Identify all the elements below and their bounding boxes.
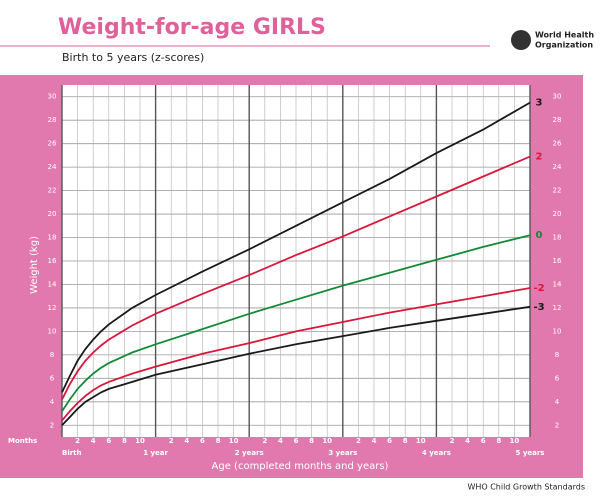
x-tick-label: 10 [135,437,145,445]
x-tick-label: 8 [122,437,127,445]
y-tick-label: 8 [555,351,559,359]
y-tick-label: 6 [50,374,55,382]
y-tick-label: 18 [553,234,562,242]
year-tick-label: 4 years [422,449,451,457]
year-tick-label: 2 years [235,449,264,457]
y-tick-label: 4 [555,398,560,406]
y-tick-label: 12 [48,304,57,312]
x-tick-label: 4 [278,437,283,445]
x-tick-label: 6 [387,437,392,445]
year-tick-label: Birth [62,449,82,457]
y-tick-label: 28 [553,116,562,124]
year-tick-label: 1 year [143,449,168,457]
x-tick-label: 6 [106,437,111,445]
chart-subtitle: Birth to 5 years (z-scores) [62,51,204,64]
line-label: -2 [533,283,544,294]
z-score-line [61,155,531,400]
x-tick-label: 2 [75,437,80,445]
x-tick-label: 4 [184,437,189,445]
y-tick-label: 14 [48,280,57,288]
x-tick-label: 6 [200,437,205,445]
y-tick-label: 22 [48,187,57,195]
x-tick-label: 8 [403,437,408,445]
logo-emblem [511,30,531,50]
y-tick-label: 28 [48,116,57,124]
z-score-line [61,287,531,422]
months-label: Months [8,437,37,445]
z-score-line [61,305,531,426]
y-tick-label: 8 [50,351,54,359]
x-tick-label: 10 [416,437,426,445]
x-tick-label: 4 [465,437,470,445]
x-tick-label: 6 [294,437,299,445]
logo-text: World Health [535,31,594,40]
year-tick-label: 3 years [328,449,357,457]
x-tick-label: 2 [356,437,361,445]
line-label: 3 [536,98,543,109]
y-tick-label: 26 [553,140,562,148]
x-tick-label: 10 [229,437,239,445]
y-tick-label: 2 [555,421,559,429]
x-tick-label: 10 [322,437,332,445]
line-label: 0 [536,230,543,241]
logo-text: Organization [535,41,593,50]
y-tick-label: 6 [555,374,560,382]
y-tick-label: 20 [48,210,57,218]
line-label: -3 [533,302,544,313]
y-tick-label: 4 [50,398,55,406]
y-tick-label: 10 [48,327,57,335]
y-tick-label: 30 [48,93,57,101]
y-tick-label: 20 [553,210,562,218]
line-label: 2 [536,152,543,163]
y-tick-label: 16 [553,257,562,265]
y-tick-label: 18 [48,234,57,242]
footer: WHO Child Growth Standards [467,483,585,492]
x-axis-label: Age (completed months and years) [212,461,389,472]
x-tick-label: 2 [169,437,174,445]
y-tick-label: 22 [553,187,562,195]
y-tick-label: 10 [553,327,562,335]
y-tick-label: 26 [48,140,57,148]
x-tick-label: 8 [216,437,221,445]
y-tick-label: 2 [50,421,54,429]
y-tick-label: 24 [48,163,57,171]
y-axis-label: Weight (kg) [29,236,40,294]
z-score-line [61,234,531,412]
x-tick-label: 10 [510,437,520,445]
x-tick-label: 6 [481,437,486,445]
x-tick-label: 4 [91,437,96,445]
y-tick-label: 24 [553,163,562,171]
z-score-line [61,101,531,393]
x-tick-label: 4 [372,437,377,445]
x-tick-label: 8 [496,437,501,445]
chart-title: Weight-for-age GIRLS [58,15,326,40]
x-tick-label: 8 [309,437,314,445]
x-tick-label: 2 [262,437,267,445]
y-tick-label: 12 [553,304,562,312]
x-tick-label: 2 [450,437,455,445]
y-tick-label: 30 [553,93,562,101]
year-tick-label: 5 years [516,449,545,457]
y-tick-label: 14 [553,280,562,288]
y-tick-label: 16 [48,257,57,265]
